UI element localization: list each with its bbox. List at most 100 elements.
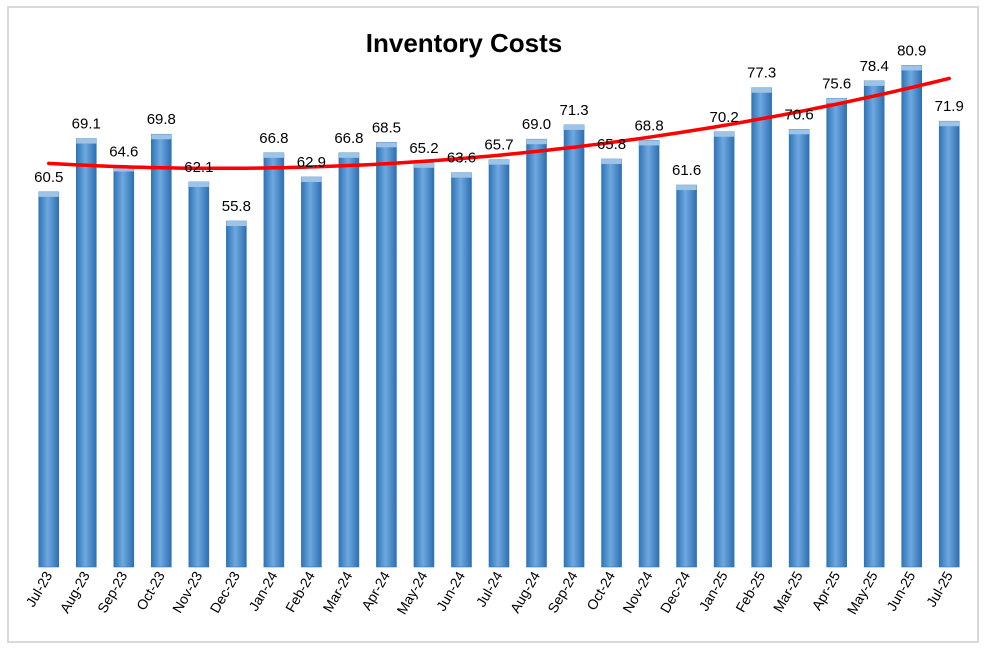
bar-cap-Aug-23 — [76, 138, 97, 144]
value-label-May-25: 78.4 — [860, 58, 889, 75]
chart-title: Inventory Costs — [365, 28, 563, 58]
x-tick-Jan-25: Jan-25 — [695, 568, 730, 613]
x-tick-Nov-23: Nov-23 — [169, 568, 206, 615]
bar-Jul-24 — [488, 159, 510, 568]
bar-cap-Jan-25 — [714, 131, 735, 137]
bar-cap-Dec-24 — [676, 185, 697, 191]
x-tick-Apr-25: Apr-25 — [808, 568, 843, 613]
value-label-Nov-23: 62.1 — [184, 159, 213, 176]
bar-cap-Jan-24 — [263, 152, 284, 158]
bar-cap-Mar-25 — [789, 129, 810, 135]
value-label-Jul-25: 71.9 — [935, 98, 964, 115]
value-label-Oct-24: 65.8 — [597, 136, 626, 153]
x-tick-Apr-24: Apr-24 — [358, 568, 393, 613]
value-label-Apr-25: 75.6 — [822, 75, 851, 92]
value-label-Dec-23: 55.8 — [222, 198, 251, 215]
x-tick-Oct-24: Oct-24 — [583, 568, 618, 613]
bar-cap-Sep-24 — [564, 124, 585, 130]
x-tick-Jun-25: Jun-25 — [883, 568, 918, 613]
bar-Aug-23 — [75, 138, 97, 568]
value-label-Feb-25: 77.3 — [747, 65, 776, 82]
bar-cap-Jul-23 — [38, 191, 59, 197]
bar-cap-Jun-24 — [451, 172, 472, 178]
bar-Mar-25 — [788, 128, 810, 568]
bar-May-24 — [413, 162, 435, 568]
bar-cap-Jun-25 — [901, 65, 922, 71]
bar-Aug-24 — [526, 138, 547, 568]
value-label-Mar-25: 70.6 — [785, 106, 814, 123]
value-label-Sep-24: 71.3 — [559, 102, 588, 119]
x-tick-Jul-23: Jul-23 — [22, 568, 55, 609]
bar-cap-Aug-24 — [526, 139, 547, 145]
value-label-May-24: 65.2 — [409, 140, 438, 157]
value-label-Oct-23: 69.8 — [147, 111, 176, 128]
bar-Mar-24 — [338, 152, 360, 568]
bar-Feb-24 — [301, 176, 322, 568]
bar-cap-May-25 — [864, 80, 885, 86]
bar-cap-Oct-24 — [601, 159, 622, 165]
x-tick-Nov-24: Nov-24 — [619, 568, 656, 615]
value-label-Apr-24: 68.5 — [372, 119, 401, 136]
value-label-Jul-24: 65.7 — [484, 137, 513, 154]
x-tick-Sep-23: Sep-23 — [94, 568, 131, 615]
value-label-Mar-24: 66.8 — [334, 130, 363, 147]
bar-cap-Apr-24 — [376, 142, 397, 148]
bar-Feb-25 — [751, 87, 772, 568]
bar-Oct-24 — [601, 158, 622, 568]
bar-cap-Jul-25 — [939, 121, 960, 127]
bar-Nov-24 — [638, 140, 660, 568]
value-label-Aug-24: 69.0 — [522, 116, 551, 133]
bar-Oct-23 — [151, 133, 172, 568]
value-label-Jan-24: 66.8 — [259, 130, 288, 147]
x-tick-Oct-23: Oct-23 — [133, 568, 168, 613]
bar-Apr-25 — [826, 97, 847, 568]
bar-Apr-24 — [376, 142, 397, 568]
x-tick-Feb-25: Feb-25 — [732, 568, 768, 615]
bar-cap-Apr-25 — [826, 98, 847, 104]
value-label-Feb-24: 62.9 — [297, 154, 326, 171]
bar-cap-Oct-23 — [151, 134, 172, 140]
trendline — [47, 76, 951, 171]
x-tick-Dec-23: Dec-23 — [207, 568, 244, 615]
bar-Sep-23 — [113, 166, 135, 568]
bar-Jun-24 — [451, 172, 472, 568]
value-label-Sep-23: 64.6 — [109, 143, 138, 160]
x-tick-May-24: May-24 — [393, 568, 430, 617]
bar-Dec-24 — [676, 184, 697, 568]
x-tick-Aug-23: Aug-23 — [56, 568, 93, 615]
bar-Jun-25 — [901, 65, 923, 568]
value-label-Jun-25: 80.9 — [897, 42, 926, 59]
bar-cap-Jul-24 — [489, 159, 509, 165]
bar-cap-Nov-24 — [639, 140, 660, 146]
bar-Jan-25 — [713, 131, 735, 568]
bar-Jul-23 — [38, 191, 60, 568]
bar-Jan-24 — [263, 152, 285, 568]
value-label-Nov-24: 68.8 — [634, 117, 663, 134]
bar-cap-Mar-24 — [338, 152, 359, 158]
value-label-Jan-25: 70.2 — [710, 109, 739, 126]
x-tick-Dec-24: Dec-24 — [657, 568, 694, 615]
bar-Dec-23 — [226, 220, 247, 568]
bar-May-25 — [863, 80, 885, 568]
value-label-Aug-23: 69.1 — [72, 116, 101, 133]
bar-cap-Dec-23 — [226, 221, 247, 227]
bar-cap-May-24 — [413, 162, 434, 168]
value-label-Jun-24: 63.6 — [447, 150, 476, 167]
bar-cap-Sep-23 — [113, 166, 134, 172]
x-tick-Feb-24: Feb-24 — [282, 568, 318, 615]
bar-cap-Feb-25 — [751, 87, 772, 93]
bar-Jul-25 — [938, 120, 960, 568]
x-tick-Mar-25: Mar-25 — [770, 568, 806, 615]
x-tick-Jan-24: Jan-24 — [245, 568, 280, 613]
x-tick-Jun-24: Jun-24 — [433, 568, 468, 613]
x-tick-Aug-24: Aug-24 — [507, 568, 544, 615]
x-tick-May-25: May-25 — [844, 568, 881, 617]
bar-Nov-23 — [188, 181, 210, 568]
bar-Sep-24 — [563, 124, 585, 568]
value-label-Jul-23: 60.5 — [34, 169, 63, 186]
x-tick-Sep-24: Sep-24 — [544, 568, 581, 615]
bar-cap-Feb-24 — [301, 177, 322, 183]
bar-cap-Nov-23 — [188, 181, 209, 187]
x-tick-Mar-24: Mar-24 — [319, 568, 355, 615]
